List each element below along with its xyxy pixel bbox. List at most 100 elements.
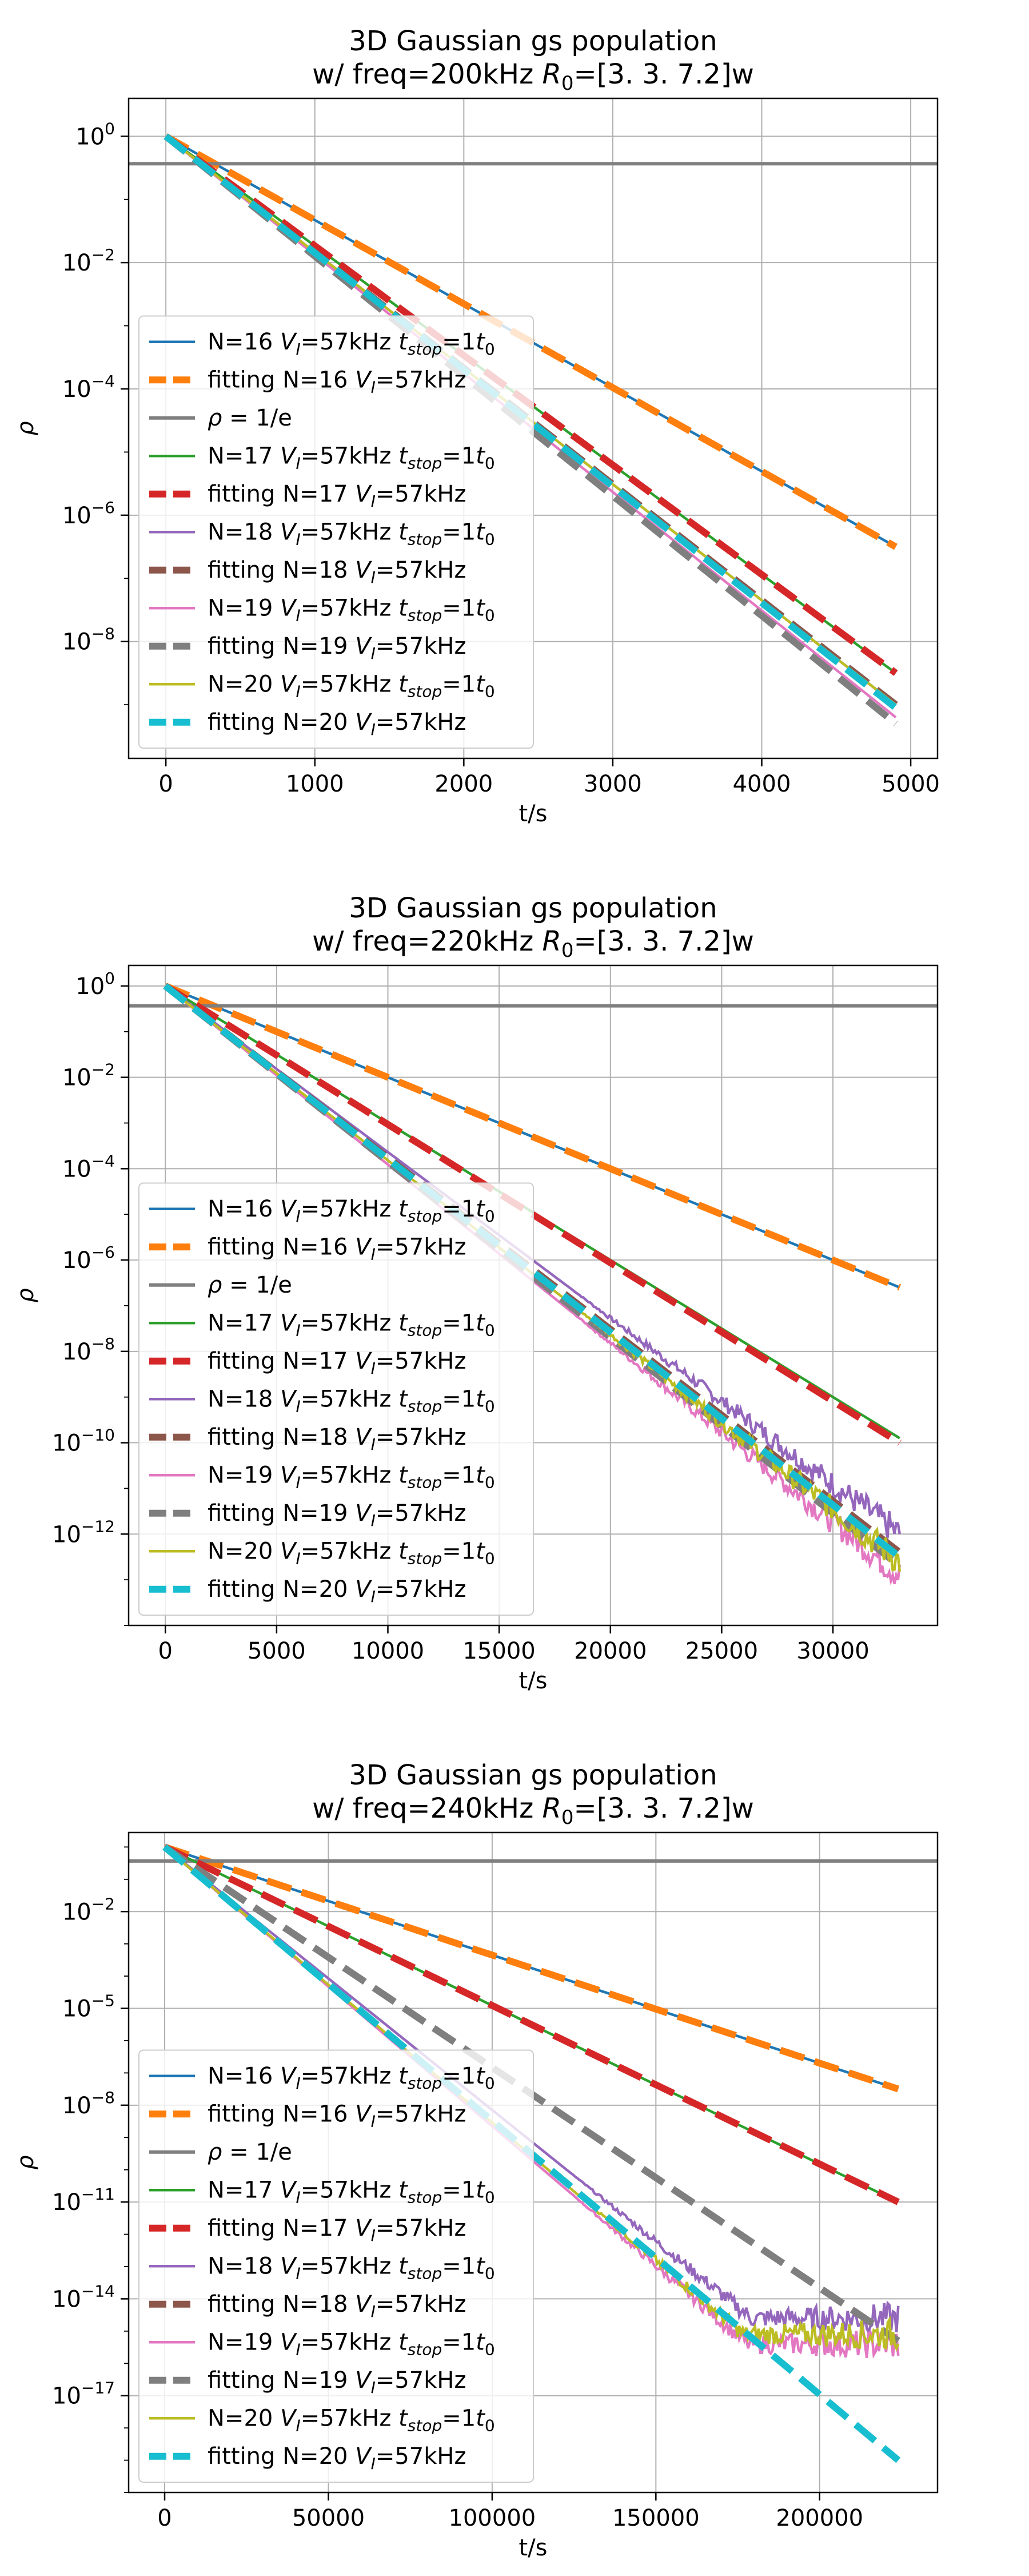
legend-label: N=18 VI=57kHz tstop=1t0	[208, 2253, 495, 2283]
series-fit-line	[163, 983, 902, 1291]
y-tick-label: 10−8	[62, 2088, 115, 2119]
chart-title: 3D Gaussian gs population	[349, 25, 717, 57]
y-tick-label: 10−6	[62, 1243, 115, 1274]
legend-label: N=19 VI=57kHz tstop=1t0	[208, 2329, 495, 2359]
legend-label: fitting N=19 VI=57kHz	[208, 1500, 466, 1530]
legend-item: fitting N=16 VI=57kHz	[149, 1234, 466, 1263]
legend-label: fitting N=20 VI=57kHz	[208, 2443, 466, 2473]
legend: N=16 VI=57kHz tstop=1t0 fitting N=16 VI=5…	[138, 1182, 534, 1616]
legend-item: N=18 VI=57kHz tstop=1t0	[149, 519, 495, 548]
y-tick-label: 100	[75, 119, 115, 150]
chart-2: 0 5000 10000 15000 20000 25000 30000 100 10−2 10−…	[13, 892, 939, 1694]
x-tick-label: 50000	[292, 2505, 365, 2531]
legend-item: N=16 VI=57kHz tstop=1t0	[149, 1196, 495, 1226]
x-tick-label: 30000	[796, 1638, 869, 1664]
x-axis-label: t/s	[519, 2535, 548, 2561]
y-tick-label: 10−2	[62, 1894, 115, 1925]
legend-item: fitting N=20 VI=57kHz	[149, 2443, 466, 2473]
y-axis-label: ρ	[13, 2155, 39, 2169]
legend-label: N=18 VI=57kHz tstop=1t0	[208, 519, 495, 548]
y-axis-label: ρ	[13, 1288, 39, 1302]
legend-box	[138, 1182, 534, 1616]
series-fit-line	[163, 1843, 900, 2205]
x-tick-label: 4000	[733, 771, 791, 797]
legend-box	[138, 2049, 534, 2483]
x-tick-label: 200000	[776, 2505, 863, 2531]
legend: N=16 VI=57kHz tstop=1t0 fitting N=16 VI=5…	[138, 2049, 534, 2483]
x-tick-label: 20000	[574, 1638, 647, 1664]
y-tick-label: 10−5	[62, 1991, 115, 2022]
series-fit-line	[163, 133, 898, 711]
legend-label: N=20 VI=57kHz tstop=1t0	[208, 1538, 495, 1568]
axes-frame	[127, 97, 939, 760]
legend-label: N=20 VI=57kHz tstop=1t0	[208, 2405, 495, 2435]
y-tick-label: 10−17	[52, 2379, 115, 2410]
legend: N=16 VI=57kHz tstop=1t0 fitting N=16 VI=5…	[138, 315, 534, 749]
legend-item: fitting N=18 VI=57kHz	[149, 2291, 466, 2321]
x-tick-label: 150000	[612, 2505, 700, 2531]
legend-item: fitting N=16 VI=57kHz	[149, 2101, 466, 2130]
legend-label: N=19 VI=57kHz tstop=1t0	[208, 1462, 495, 1492]
chart-title: 3D Gaussian gs population	[349, 1759, 717, 1791]
chart-subtitle: w/ freq=220kHz R0=[3. 3. 7.2]w	[312, 925, 754, 962]
legend-label: N=18 VI=57kHz tstop=1t0	[208, 1386, 495, 1416]
legend-label: fitting N=17 VI=57kHz	[208, 481, 466, 511]
y-tick-label: 10−11	[52, 2185, 115, 2216]
legend-item: fitting N=18 VI=57kHz	[149, 557, 466, 587]
chart-3: 0 50000 100000 150000 200000 10−2 10−5 10−8 10−1…	[13, 1759, 939, 2561]
legend-item: fitting N=19 VI=57kHz	[149, 2367, 466, 2397]
legend-item: N=20 VI=57kHz tstop=1t0	[149, 1538, 495, 1568]
legend-label: N=16 VI=57kHz tstop=1t0	[208, 329, 495, 359]
legend-item: fitting N=17 VI=57kHz	[149, 2215, 466, 2245]
legend-label: N=17 VI=57kHz tstop=1t0	[208, 1310, 495, 1339]
x-axis-label: t/s	[519, 801, 548, 827]
legend-label: N=17 VI=57kHz tstop=1t0	[208, 443, 495, 472]
x-tick-label: 0	[157, 2505, 172, 2531]
legend-item: N=16 VI=57kHz tstop=1t0	[149, 329, 495, 359]
legend-label: fitting N=17 VI=57kHz	[208, 1348, 466, 1378]
legend-label: ρ = 1/e	[208, 405, 292, 431]
legend-item: N=18 VI=57kHz tstop=1t0	[149, 1386, 495, 1416]
y-tick-label: 10−4	[62, 372, 115, 403]
x-tick-label: 25000	[685, 1638, 758, 1664]
legend-label: N=19 VI=57kHz tstop=1t0	[208, 595, 495, 625]
y-tick-label: 10−6	[62, 498, 115, 529]
series-fit-line	[163, 983, 902, 1560]
x-tick-label: 2000	[434, 771, 493, 797]
x-tick-label: 5000	[248, 1638, 306, 1664]
legend-item: N=17 VI=57kHz tstop=1t0	[149, 443, 495, 472]
x-axis-label: t/s	[519, 1668, 548, 1694]
legend-item: fitting N=19 VI=57kHz	[149, 1500, 466, 1530]
legend-item: N=19 VI=57kHz tstop=1t0	[149, 2329, 495, 2359]
y-tick-label: 10−2	[62, 1060, 115, 1091]
legend-label: fitting N=16 VI=57kHz	[208, 367, 466, 396]
x-tick-label: 0	[158, 1638, 173, 1664]
legend-label: fitting N=18 VI=57kHz	[208, 2291, 466, 2321]
series-fit-line	[163, 1843, 900, 2093]
axes-frame	[127, 1831, 939, 2494]
legend-label: fitting N=20 VI=57kHz	[208, 1576, 466, 1606]
x-tick-label: 15000	[463, 1638, 536, 1664]
legend-item: fitting N=19 VI=57kHz	[149, 633, 466, 663]
y-tick-label: 10−12	[52, 1517, 115, 1548]
legend-label: N=20 VI=57kHz tstop=1t0	[208, 671, 495, 701]
legend-label: N=16 VI=57kHz tstop=1t0	[208, 1196, 495, 1226]
legend-item: ρ = 1/e	[149, 1272, 292, 1298]
axes-frame	[127, 964, 939, 1627]
legend-label: fitting N=20 VI=57kHz	[208, 709, 466, 739]
x-tick-label: 100000	[449, 2505, 536, 2531]
legend-item: N=20 VI=57kHz tstop=1t0	[149, 2405, 495, 2435]
legend-item: ρ = 1/e	[149, 2139, 292, 2165]
legend-label: ρ = 1/e	[208, 2139, 292, 2165]
legend-label: ρ = 1/e	[208, 1272, 292, 1298]
legend-label: fitting N=18 VI=57kHz	[208, 1424, 466, 1454]
legend-item: fitting N=20 VI=57kHz	[149, 709, 466, 739]
legend-item: N=18 VI=57kHz tstop=1t0	[149, 2253, 495, 2283]
legend-label: fitting N=16 VI=57kHz	[208, 1234, 466, 1263]
y-axis-label: ρ	[13, 421, 39, 435]
y-tick-label: 10−10	[52, 1426, 115, 1457]
x-tick-label: 5000	[882, 771, 940, 797]
legend-item: fitting N=17 VI=57kHz	[149, 481, 466, 511]
legend-item: ρ = 1/e	[149, 405, 292, 431]
